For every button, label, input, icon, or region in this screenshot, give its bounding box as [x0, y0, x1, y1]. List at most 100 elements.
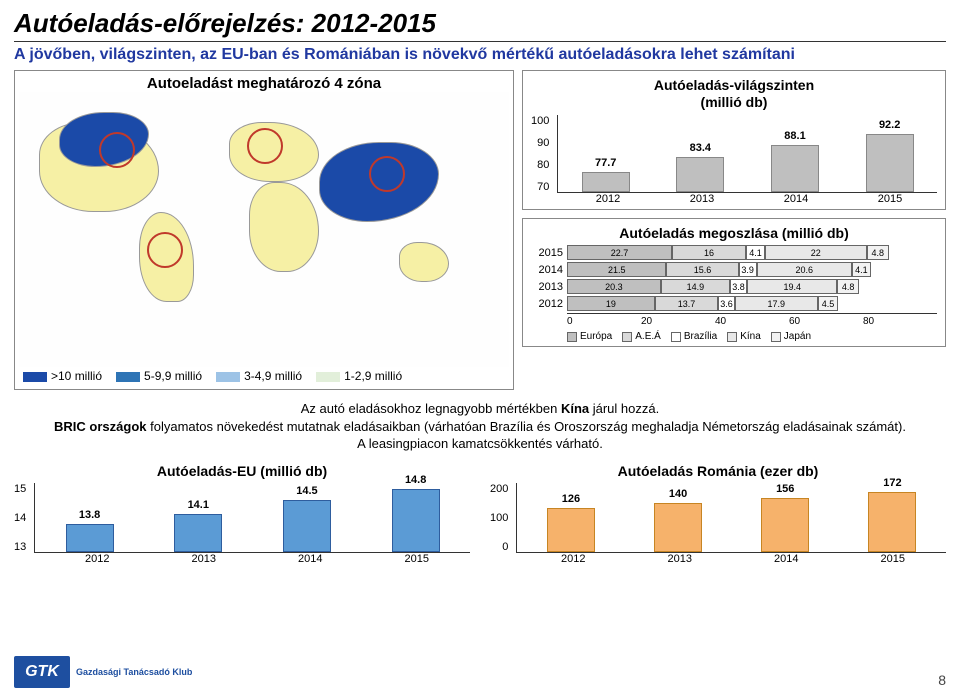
legend-label: Brazília — [684, 331, 717, 342]
world-chart-title-2: (millió db) — [701, 94, 768, 110]
mid-line1c: járul hozzá. — [589, 401, 659, 416]
eu-barchart: 151413 13.814.114.514.8 — [14, 483, 470, 553]
x-tick: 2014 — [733, 553, 840, 565]
legend-swatch — [567, 332, 577, 342]
x-tick: 80 — [863, 316, 937, 327]
legend-swatch — [316, 372, 340, 382]
bar: 140 — [654, 503, 702, 552]
top-row: Autoeladást meghatározó 4 zóna >10 milli… — [14, 70, 946, 390]
x-tick: 60 — [789, 316, 863, 327]
bar-value-label: 88.1 — [772, 130, 818, 142]
y-tick: 80 — [531, 159, 549, 171]
row-year: 2015 — [531, 247, 567, 259]
legend-label: >10 millió — [51, 369, 102, 383]
eu-y-axis: 151413 — [14, 483, 30, 553]
title-row: Autóeladás-előrejelzés: 2012-2015 — [14, 8, 946, 42]
x-tick: 2015 — [840, 553, 947, 565]
slide: Autóeladás-előrejelzés: 2012-2015 A jövő… — [0, 0, 960, 694]
subtitle: A jövőben, világszinten, az EU-ban és Ro… — [14, 46, 946, 64]
legend-label: 1-2,9 millió — [344, 369, 402, 383]
legend-item: Brazília — [671, 331, 717, 342]
row-bar: 22.7164.1224.8 — [567, 245, 937, 260]
bottom-row: Autóeladás-EU (millió db) 151413 13.814.… — [14, 463, 946, 566]
bar: 14.1 — [174, 514, 222, 553]
ro-x-labels: 2012201320142015 — [520, 553, 946, 565]
legend-swatch — [771, 332, 781, 342]
mid-line2a: BRIC országok — [54, 419, 146, 434]
segment: 4.1 — [852, 262, 871, 277]
ro-chart: Autóeladás Románia (ezer db) 2001000 126… — [490, 463, 946, 566]
map-title: Autoeladást meghatározó 4 zóna — [19, 75, 509, 92]
legend-swatch — [23, 372, 47, 382]
segment: 16 — [672, 245, 746, 260]
breakdown-row: 201320.314.93.819.44.8 — [531, 279, 937, 294]
logo-sub: Gazdasági Tanácsadó Klub — [76, 667, 192, 677]
x-tick: 2012 — [44, 553, 151, 565]
legend-item: Japán — [771, 331, 811, 342]
breakdown-legend: EurópaA.E.ÁBrazíliaKínaJapán — [567, 331, 937, 342]
bar: 77.7 — [582, 172, 630, 192]
bar: 92.2 — [866, 134, 914, 192]
page-number: 8 — [938, 672, 946, 688]
x-tick: 2012 — [520, 553, 627, 565]
middle-text: Az autó eladásokhoz legnagyobb mértékben… — [14, 400, 946, 453]
breakdown-row: 201421.515.63.920.64.1 — [531, 262, 937, 277]
bar-col: 14.8 — [361, 483, 470, 552]
bar: 83.4 — [676, 157, 724, 192]
bar: 14.8 — [392, 489, 440, 552]
bar: 126 — [547, 508, 595, 552]
map-panel: Autoeladást meghatározó 4 zóna >10 milli… — [14, 70, 514, 390]
bar-col: 92.2 — [842, 115, 937, 192]
eu-chart: Autóeladás-EU (millió db) 151413 13.814.… — [14, 463, 470, 566]
ro-bars-area: 126 140 156 172 — [516, 483, 946, 553]
segment: 4.5 — [818, 296, 839, 311]
bar-value-label: 156 — [762, 483, 808, 495]
x-tick: 2015 — [843, 193, 937, 205]
bar-col: 83.4 — [653, 115, 748, 192]
eu-bars-area: 13.814.114.514.8 — [34, 483, 470, 553]
ro-barchart: 2001000 126140156172 — [490, 483, 946, 553]
world-x-labels: 2012201320142015 — [561, 193, 937, 205]
bar: 88.1 — [771, 145, 819, 192]
segment: 4.8 — [867, 245, 889, 260]
y-tick: 100 — [531, 115, 549, 127]
breakdown-x-axis: 020406080 — [567, 313, 937, 327]
logo: GTK Gazdasági Tanácsadó Klub — [14, 656, 192, 688]
world-map — [19, 92, 509, 367]
world-chart-title-1: Autóeladás-világszinten — [654, 77, 814, 93]
world-barchart: 100908070 77.783.488.192.2 — [531, 115, 937, 193]
bar-col: 156 — [732, 483, 839, 552]
segment: 14.9 — [661, 279, 730, 294]
legend-swatch — [727, 332, 737, 342]
segment: 21.5 — [567, 262, 666, 277]
bar-value-label: 83.4 — [677, 142, 723, 154]
world-chart: Autóeladás-világszinten (millió db) 100 9… — [522, 70, 946, 210]
segment: 17.9 — [735, 296, 818, 311]
row-bar: 20.314.93.819.44.8 — [567, 279, 937, 294]
world-chart-title: Autóeladás-világszinten (millió db) — [531, 77, 937, 111]
y-tick: 14 — [14, 512, 26, 524]
segment: 3.6 — [718, 296, 735, 311]
bar: 172 — [868, 492, 916, 552]
legend-label: Európa — [580, 331, 612, 342]
legend-item: 5-9,9 millió — [116, 369, 202, 383]
legend-item: A.E.Á — [622, 331, 661, 342]
row-year: 2014 — [531, 264, 567, 276]
segment: 3.8 — [730, 279, 748, 294]
x-tick: 20 — [641, 316, 715, 327]
bar-value-label: 140 — [655, 488, 701, 500]
breakdown-rows: 201522.7164.1224.8201421.515.63.920.64.1… — [531, 245, 937, 311]
row-year: 2012 — [531, 298, 567, 310]
bar-value-label: 14.1 — [175, 499, 221, 511]
y-tick: 100 — [490, 512, 508, 524]
legend-swatch — [216, 372, 240, 382]
segment: 19 — [567, 296, 655, 311]
y-tick: 15 — [14, 483, 26, 495]
segment: 13.7 — [655, 296, 718, 311]
breakdown-chart: Autóeladás megoszlása (millió db) 201522… — [522, 218, 946, 348]
segment: 4.1 — [746, 245, 765, 260]
x-tick: 2015 — [364, 553, 471, 565]
legend-item: 3-4,9 millió — [216, 369, 302, 383]
row-bar: 1913.73.617.94.5 — [567, 296, 937, 311]
row-bar: 21.515.63.920.64.1 — [567, 262, 937, 277]
